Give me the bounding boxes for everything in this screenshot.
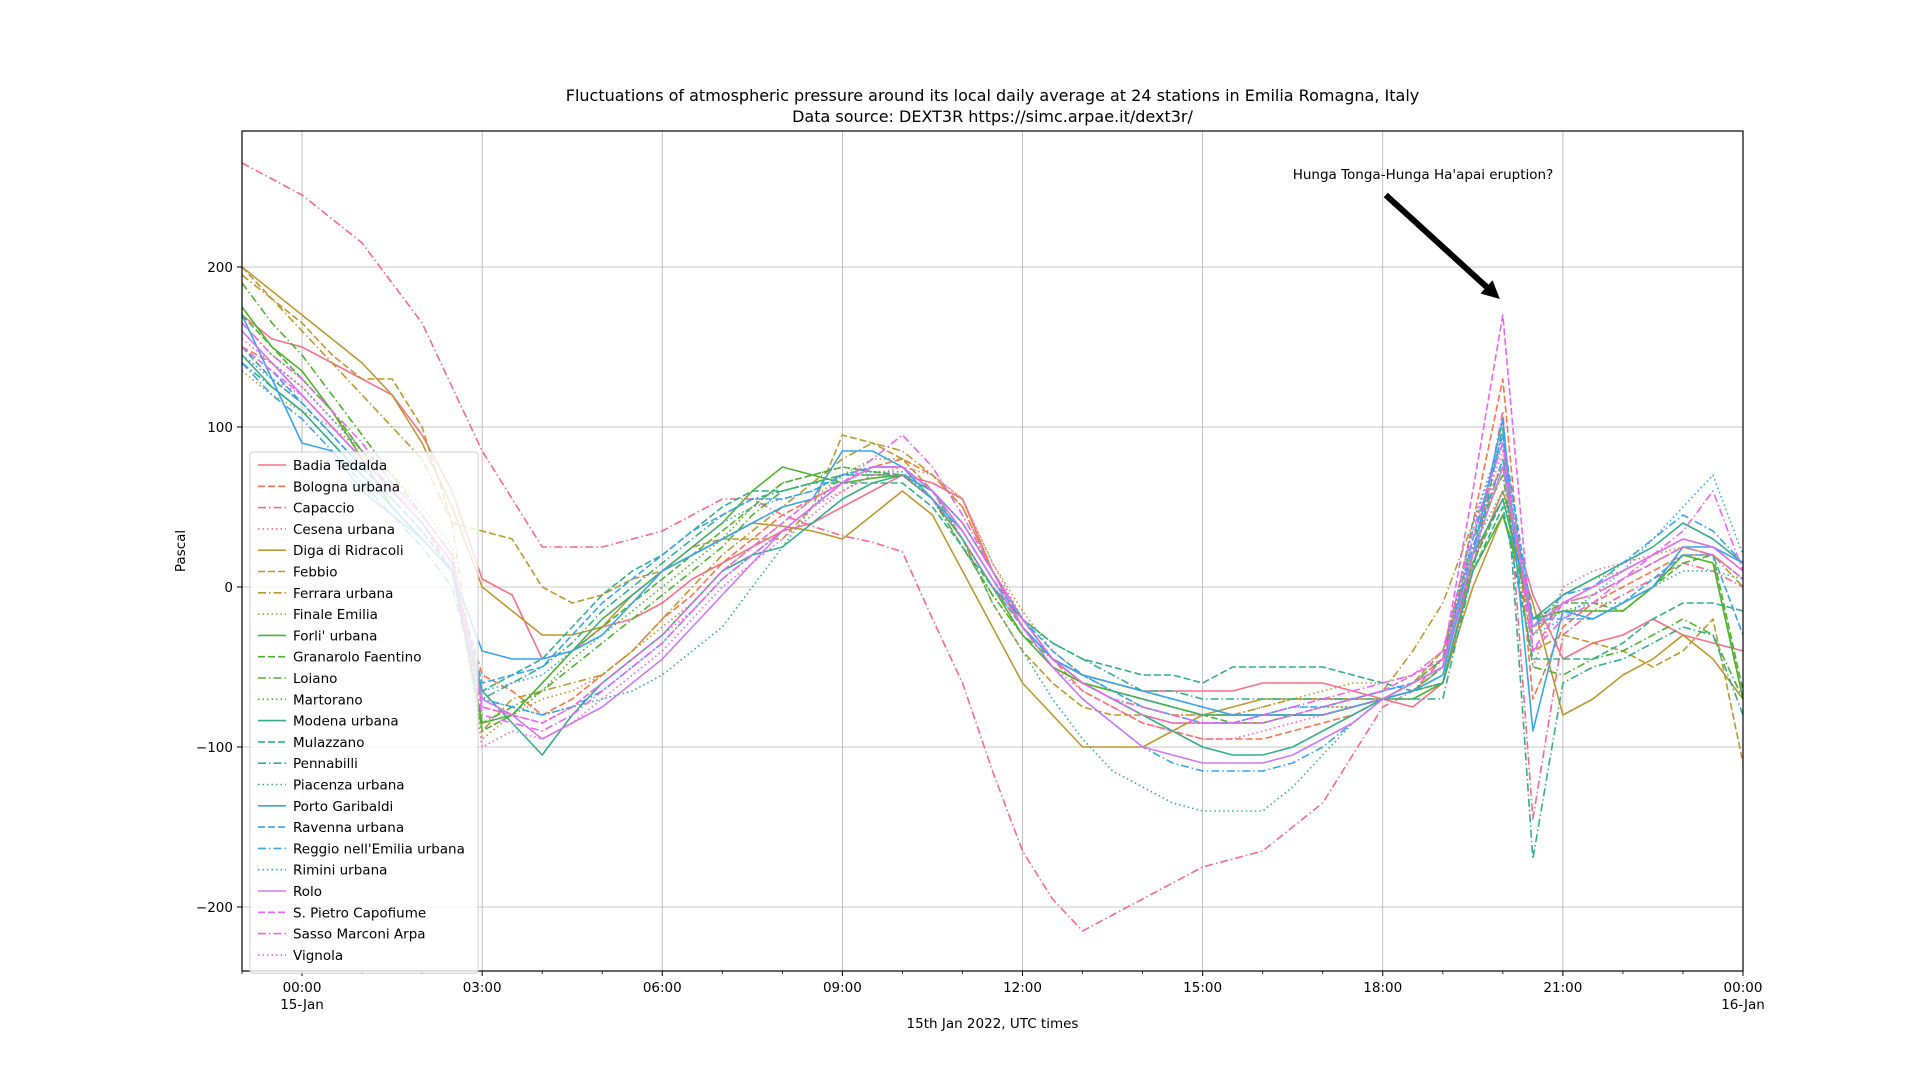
eruption-annotation: Hunga Tonga-Hunga Ha'apai eruption? — [1293, 167, 1554, 299]
annotation-arrow — [1383, 192, 1489, 290]
series-line-14 — [242, 362, 1743, 860]
legend-label: Ferrara urbana — [293, 586, 393, 602]
series-line-19 — [242, 354, 1743, 716]
x-tick-label: 00:00 — [283, 980, 322, 996]
plot-frame — [241, 130, 1744, 972]
x-tick-label: 09:00 — [823, 980, 862, 996]
series-line-10 — [242, 282, 1743, 724]
series-line-17 — [242, 346, 1743, 724]
series-line-7 — [242, 370, 1743, 740]
legend: Badia Tedalda Bologna urbana Capaccio Cesen… — [249, 451, 479, 974]
series-line-4 — [242, 266, 1743, 748]
legend-label: Febbio — [293, 565, 337, 581]
legend-label: Ravenna urbana — [293, 820, 404, 836]
legend-label: S. Pietro Capofiume — [293, 905, 426, 921]
x-axis-label: 15th Jan 2022, UTC times — [907, 1016, 1079, 1032]
y-tick-label: 100 — [207, 420, 233, 436]
legend-label: Cesena urbana — [293, 522, 395, 538]
legend-label: Badia Tedalda — [293, 458, 387, 474]
series-line-18 — [242, 362, 1743, 772]
x-tick-sublabel: 15-Jan — [280, 997, 324, 1013]
legend-label: Bologna urbana — [293, 479, 400, 495]
legend-label: Capaccio — [293, 501, 354, 517]
y-tick-label: −100 — [196, 740, 233, 756]
series-line-22 — [242, 322, 1743, 732]
legend-label: Sasso Marconi Arpa — [293, 927, 426, 943]
legend-label: Rolo — [293, 884, 322, 900]
series-line-5 — [242, 266, 1743, 764]
legend-label: Granarolo Faentino — [293, 650, 421, 666]
series-lines — [242, 162, 1743, 932]
x-tick-label: 06:00 — [643, 980, 682, 996]
legend-label: Diga di Ridracoli — [293, 543, 404, 559]
x-tick-label: 18:00 — [1363, 980, 1402, 996]
legend-box — [249, 451, 479, 974]
y-tick-label: 200 — [207, 260, 233, 276]
x-tick-label: 12:00 — [1003, 980, 1042, 996]
x-tick-label: 03:00 — [463, 980, 502, 996]
x-tick-sublabel: 16-Jan — [1721, 997, 1765, 1013]
legend-label: Rimini urbana — [293, 863, 387, 879]
legend-label: Finale Emilia — [293, 607, 378, 623]
series-line-21 — [242, 314, 1743, 724]
legend-label: Modena urbana — [293, 714, 399, 730]
legend-label: Forli' urbana — [293, 628, 377, 644]
annotation-text: Hunga Tonga-Hunga Ha'apai eruption? — [1293, 167, 1554, 183]
series-line-6 — [242, 274, 1743, 732]
series-line-20 — [242, 330, 1743, 764]
legend-label: Piacenza urbana — [293, 778, 405, 794]
legend-label: Pennabilli — [293, 756, 358, 772]
chart-title: Fluctuations of atmospheric pressure aro… — [566, 86, 1420, 105]
x-tick-label: 15:00 — [1183, 980, 1222, 996]
x-tick-label: 21:00 — [1543, 980, 1582, 996]
series-line-23 — [242, 338, 1743, 748]
legend-label: Martorano — [293, 692, 363, 708]
legend-label: Loiano — [293, 671, 337, 687]
chart-subtitle: Data source: DEXT3R https://simc.arpae.i… — [792, 107, 1193, 126]
legend-label: Porto Garibaldi — [293, 799, 393, 815]
y-axis-label: Pascal — [173, 530, 189, 572]
y-tick-label: −200 — [196, 900, 233, 916]
legend-label: Reggio nell'Emilia urbana — [293, 841, 465, 857]
legend-label: Mulazzano — [293, 735, 365, 751]
x-tick-label: 00:00 — [1724, 980, 1763, 996]
y-tick-label: 0 — [224, 580, 233, 596]
annotation-arrowhead — [1480, 280, 1500, 299]
legend-label: Vignola — [293, 948, 343, 964]
